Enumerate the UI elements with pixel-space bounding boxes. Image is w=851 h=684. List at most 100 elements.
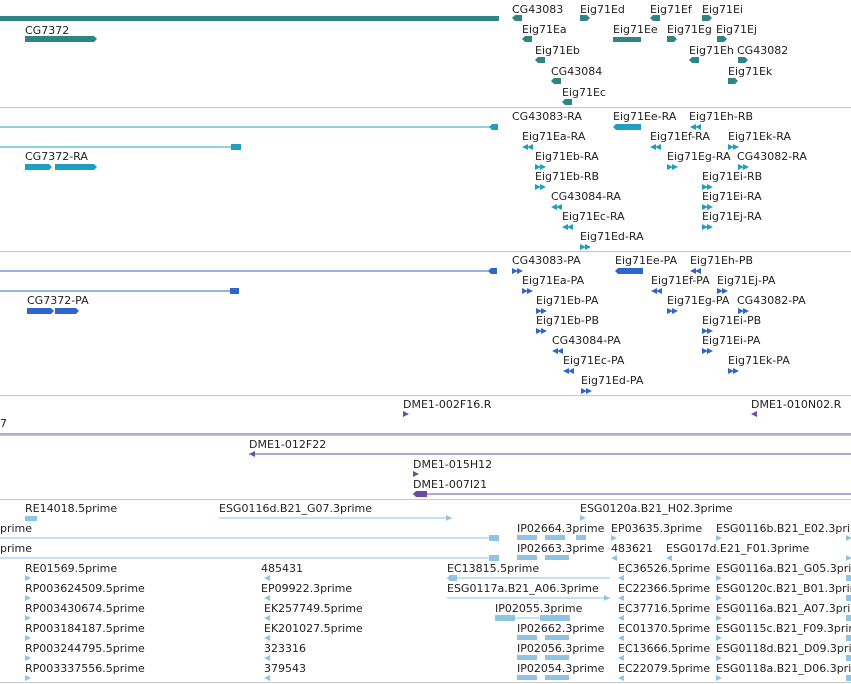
protein-feature-label[interactable]: Eig71Ej-PA bbox=[717, 274, 776, 287]
transcript-feature-label[interactable]: CG7372-RA bbox=[25, 150, 88, 163]
est-block[interactable] bbox=[846, 635, 851, 641]
protein-arrow-icon[interactable] bbox=[672, 308, 678, 314]
protein-arrow-icon[interactable] bbox=[690, 268, 696, 274]
protein-arrow-icon[interactable] bbox=[728, 368, 734, 374]
protein-arrow-icon[interactable] bbox=[656, 288, 662, 294]
protein-feature-label[interactable]: Eig71Ee-PA bbox=[615, 254, 678, 267]
gene-bar[interactable] bbox=[689, 57, 699, 63]
est-feature-label[interactable]: EC37716.5prime bbox=[618, 602, 711, 615]
protein-feature-label[interactable]: Eig71Eg-PA bbox=[667, 294, 730, 307]
gene-bar[interactable] bbox=[728, 78, 738, 84]
transcript-feature-label[interactable]: Eig71Eb-RA bbox=[535, 150, 599, 163]
protein-arrow-icon[interactable] bbox=[695, 268, 701, 274]
transcript-arrow-icon[interactable] bbox=[535, 164, 541, 170]
est-arrow-icon[interactable] bbox=[264, 615, 270, 621]
gene-feature-label[interactable]: CG7372 bbox=[25, 24, 70, 37]
transcript-arrow-icon[interactable] bbox=[707, 184, 713, 190]
est-arrow-icon[interactable] bbox=[25, 595, 31, 601]
clone-arrow-icon[interactable] bbox=[403, 411, 409, 417]
est-feature-label[interactable]: prime bbox=[0, 522, 33, 535]
est-feature-label[interactable]: ESG0118a.B21_D06.3prime bbox=[716, 662, 851, 675]
est-arrow-icon[interactable] bbox=[716, 575, 722, 581]
est-arrow-icon[interactable] bbox=[446, 515, 452, 521]
gene-bar[interactable] bbox=[717, 36, 727, 42]
protein-arrow-icon[interactable] bbox=[586, 388, 592, 394]
transcript-feature-label[interactable]: Eig71Ed-RA bbox=[580, 230, 644, 243]
est-arrow-icon[interactable] bbox=[25, 675, 31, 681]
transcript-feature-label[interactable]: Eig71Ea-RA bbox=[522, 130, 586, 143]
protein-arrow-icon[interactable] bbox=[738, 308, 744, 314]
protein-arrow-icon[interactable] bbox=[702, 328, 708, 334]
gene-feature-label[interactable]: CG43082 bbox=[737, 44, 789, 57]
transcript-arrow-icon[interactable] bbox=[535, 184, 541, 190]
transcript-arrow-icon[interactable] bbox=[540, 184, 546, 190]
clone-feature-label[interactable]: DME1-002F16.R bbox=[403, 398, 492, 411]
est-feature-label[interactable]: EP09922.3prime bbox=[261, 582, 353, 595]
est-arrow-icon[interactable] bbox=[716, 615, 722, 621]
protein-arrow-icon[interactable] bbox=[522, 288, 528, 294]
est-feature-label[interactable]: ESG0116a.B21_A07.3prime bbox=[716, 602, 851, 615]
transcript-exon[interactable] bbox=[25, 164, 52, 170]
gene-bar[interactable] bbox=[738, 57, 748, 63]
est-block[interactable] bbox=[447, 575, 457, 581]
protein-arrow-icon[interactable] bbox=[702, 348, 708, 354]
clone-block[interactable] bbox=[413, 491, 427, 497]
gene-feature-label[interactable]: Eig71Eb bbox=[535, 44, 580, 57]
transcript-feature-label[interactable]: Eig71Eb-RB bbox=[535, 170, 600, 183]
protein-arrow-icon[interactable] bbox=[552, 348, 558, 354]
est-feature-label[interactable]: ESG0115c.B21_F09.3prime bbox=[716, 622, 851, 635]
est-arrow-icon[interactable] bbox=[580, 515, 586, 521]
est-block[interactable] bbox=[545, 675, 569, 680]
transcript-exon[interactable] bbox=[55, 164, 97, 170]
protein-block[interactable] bbox=[615, 268, 643, 274]
protein-feature-label[interactable]: CG43082-PA bbox=[737, 294, 806, 307]
est-arrow-icon[interactable] bbox=[264, 675, 270, 681]
transcript-arrow-icon[interactable] bbox=[707, 224, 713, 230]
protein-feature-label[interactable]: CG7372-PA bbox=[27, 294, 89, 307]
est-feature-label[interactable]: IP02664.3prime bbox=[517, 522, 605, 535]
transcript-feature-label[interactable]: Eig71Ef-RA bbox=[650, 130, 710, 143]
est-feature-label[interactable]: RP003624509.5prime bbox=[25, 582, 145, 595]
clone-feature-label[interactable]: DME1-012F22 bbox=[249, 438, 327, 451]
transcript-arrow-icon[interactable] bbox=[728, 144, 734, 150]
gene-bar[interactable] bbox=[702, 15, 712, 21]
protein-feature-label[interactable]: Eig71Eh-PB bbox=[690, 254, 754, 267]
transcript-arrow-icon[interactable] bbox=[702, 224, 708, 230]
protein-arrow-icon[interactable] bbox=[722, 288, 728, 294]
gene-bar[interactable] bbox=[522, 36, 532, 42]
est-arrow-icon[interactable] bbox=[25, 615, 31, 621]
est-feature-label[interactable]: prime bbox=[0, 542, 33, 555]
est-feature-label[interactable]: RE01569.5prime bbox=[25, 562, 118, 575]
clone-arrow-icon[interactable] bbox=[413, 471, 419, 477]
est-feature-label[interactable]: ESG0120a.B21_H02.3prime bbox=[580, 502, 733, 515]
est-feature-label[interactable]: ESG0116d.B21_G07.3prime bbox=[219, 502, 373, 515]
est-block[interactable] bbox=[576, 535, 586, 540]
transcript-feature-label[interactable]: Eig71Eg-RA bbox=[667, 150, 731, 163]
transcript-feature-label[interactable]: Eig71Ei-RB bbox=[702, 170, 763, 183]
transcript-arrow-icon[interactable] bbox=[743, 164, 749, 170]
protein-arrow-icon[interactable] bbox=[743, 308, 749, 314]
est-feature-label[interactable]: EC13666.5prime bbox=[618, 642, 711, 655]
clone-feature-label[interactable]: DME1-010N02.R bbox=[751, 398, 842, 411]
est-feature-label[interactable]: ESG0118d.B21_D09.3prime bbox=[716, 642, 851, 655]
est-arrow-icon[interactable] bbox=[716, 535, 722, 541]
est-arrow-icon[interactable] bbox=[666, 555, 672, 561]
transcript-feature-label[interactable]: Eig71Ek-RA bbox=[728, 130, 791, 143]
protein-block[interactable] bbox=[230, 288, 239, 294]
protein-arrow-icon[interactable] bbox=[667, 308, 673, 314]
est-block[interactable] bbox=[846, 655, 851, 661]
est-feature-label[interactable]: EC01370.5prime bbox=[618, 622, 711, 635]
transcript-feature-label[interactable]: Eig71Ei-RA bbox=[702, 190, 762, 203]
est-block[interactable] bbox=[517, 635, 537, 640]
transcript-exon[interactable] bbox=[489, 124, 498, 130]
transcript-arrow-icon[interactable] bbox=[733, 144, 739, 150]
est-arrow-icon[interactable] bbox=[264, 655, 270, 661]
est-arrow-icon[interactable] bbox=[604, 595, 610, 601]
est-feature-label[interactable]: EK201027.5prime bbox=[264, 622, 363, 635]
protein-feature-label[interactable]: Eig71Ec-PA bbox=[563, 354, 625, 367]
protein-arrow-icon[interactable] bbox=[707, 348, 713, 354]
est-block[interactable] bbox=[25, 516, 37, 521]
est-feature-label[interactable]: IP02055.3prime bbox=[495, 602, 583, 615]
est-feature-label[interactable]: IP02662.3prime bbox=[517, 622, 605, 635]
protein-feature-label[interactable]: Eig71Ei-PB bbox=[702, 314, 762, 327]
